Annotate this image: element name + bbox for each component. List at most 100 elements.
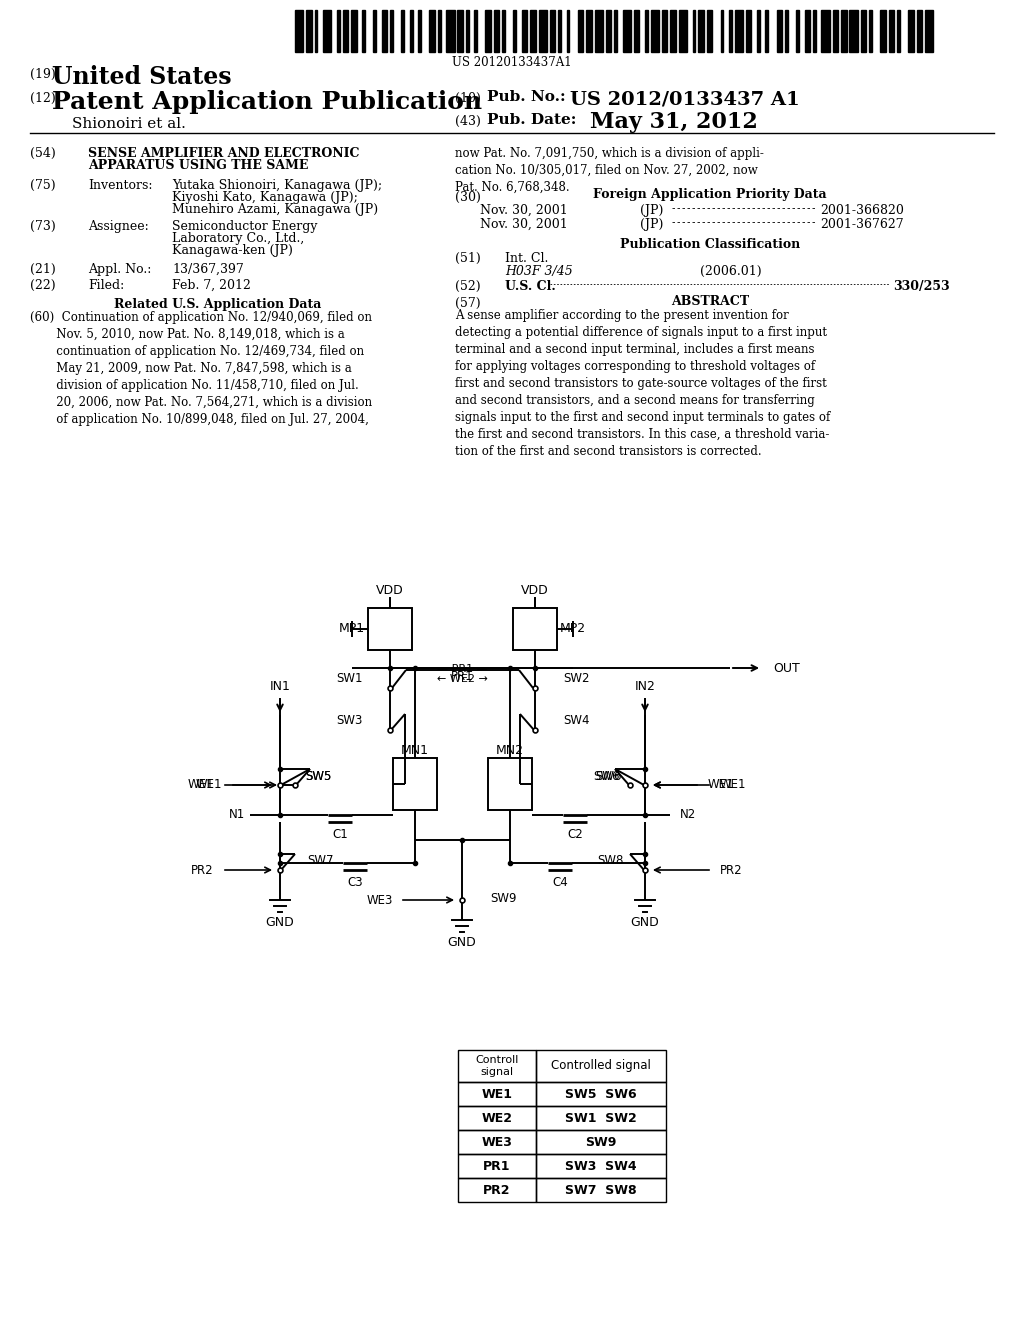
Text: 13/367,397: 13/367,397: [172, 263, 244, 276]
Text: WE1: WE1: [196, 779, 222, 792]
Bar: [566, 11, 569, 51]
Bar: [295, 11, 303, 51]
Bar: [841, 11, 847, 51]
Text: SW4: SW4: [563, 714, 590, 727]
Bar: [362, 11, 365, 51]
Bar: [805, 11, 810, 51]
Bar: [485, 11, 490, 51]
Text: WE1: WE1: [720, 779, 746, 792]
Bar: [729, 11, 732, 51]
Text: WE1: WE1: [708, 779, 734, 792]
Bar: [382, 11, 387, 51]
Bar: [536, 1106, 666, 1130]
Text: WE3: WE3: [367, 894, 393, 907]
Text: IN1: IN1: [269, 681, 291, 693]
Text: SW5: SW5: [305, 770, 331, 783]
Bar: [337, 11, 340, 51]
Bar: [536, 1177, 666, 1203]
Bar: [306, 11, 311, 51]
Text: SW6: SW6: [595, 770, 622, 783]
Text: SW8: SW8: [597, 854, 624, 867]
Bar: [670, 11, 676, 51]
Bar: [634, 11, 639, 51]
Bar: [889, 11, 894, 51]
Text: Pub. No.:: Pub. No.:: [487, 90, 565, 104]
Bar: [849, 11, 858, 51]
Text: Kanagawa-ken (JP): Kanagawa-ken (JP): [172, 244, 293, 257]
Text: C3: C3: [347, 876, 362, 890]
Text: PR2: PR2: [720, 863, 742, 876]
Text: May 31, 2012: May 31, 2012: [590, 111, 758, 133]
Bar: [488, 758, 532, 810]
Bar: [692, 11, 695, 51]
Bar: [351, 11, 356, 51]
Text: Pub. Date:: Pub. Date:: [487, 114, 577, 127]
Bar: [458, 1177, 536, 1203]
Bar: [558, 11, 561, 51]
Text: 2001-366820: 2001-366820: [820, 205, 904, 216]
Text: (10): (10): [455, 92, 481, 106]
Bar: [821, 11, 829, 51]
Bar: [539, 11, 547, 51]
Text: SW3: SW3: [337, 714, 362, 727]
Text: (52): (52): [455, 280, 480, 293]
Text: (54): (54): [30, 147, 55, 160]
Text: Laboratory Co., Ltd.,: Laboratory Co., Ltd.,: [172, 232, 304, 246]
Text: (19): (19): [30, 69, 55, 81]
Text: SW9: SW9: [586, 1135, 616, 1148]
Text: PR1: PR1: [483, 1159, 511, 1172]
Text: Foreign Application Priority Data: Foreign Application Priority Data: [593, 187, 826, 201]
Text: MP2: MP2: [560, 623, 586, 635]
Bar: [513, 609, 557, 649]
Bar: [438, 11, 440, 51]
Text: A sense amplifier according to the present invention for
detecting a potential d: A sense amplifier according to the prese…: [455, 309, 830, 458]
Text: United States: United States: [52, 65, 231, 88]
Text: US 2012/0133437 A1: US 2012/0133437 A1: [570, 90, 800, 108]
Bar: [550, 11, 555, 51]
Bar: [698, 11, 703, 51]
Bar: [785, 11, 787, 51]
Bar: [833, 11, 839, 51]
Bar: [446, 11, 455, 51]
Text: MN1: MN1: [401, 743, 429, 756]
Bar: [897, 11, 900, 51]
Text: (75): (75): [30, 180, 55, 191]
Bar: [401, 11, 404, 51]
Bar: [458, 1154, 536, 1177]
Bar: [614, 11, 617, 51]
Bar: [623, 11, 631, 51]
Text: MN2: MN2: [496, 743, 524, 756]
Text: MP1: MP1: [339, 623, 365, 635]
Text: SW2: SW2: [563, 672, 590, 685]
Text: WE1: WE1: [187, 779, 214, 792]
Bar: [343, 11, 348, 51]
Text: GND: GND: [631, 916, 659, 929]
Text: SW9: SW9: [490, 891, 516, 904]
Text: (12): (12): [30, 92, 55, 106]
Bar: [368, 609, 412, 649]
Bar: [916, 11, 923, 51]
Bar: [314, 11, 317, 51]
Text: SW6: SW6: [594, 770, 621, 783]
Text: C4: C4: [552, 876, 568, 890]
Bar: [466, 11, 469, 51]
Bar: [522, 11, 527, 51]
Bar: [908, 11, 913, 51]
Bar: [458, 1049, 536, 1082]
Text: (JP): (JP): [640, 218, 664, 231]
Bar: [860, 11, 866, 51]
Bar: [662, 11, 668, 51]
Text: N1: N1: [228, 808, 245, 821]
Text: Feb. 7, 2012: Feb. 7, 2012: [172, 279, 251, 292]
Bar: [474, 11, 477, 51]
Text: N2: N2: [680, 808, 696, 821]
Text: Controlled signal: Controlled signal: [551, 1060, 651, 1072]
Bar: [734, 11, 743, 51]
Text: Publication Classification: Publication Classification: [620, 238, 800, 251]
Text: ← WE2 →: ← WE2 →: [436, 675, 487, 684]
Bar: [502, 11, 505, 51]
Bar: [530, 11, 536, 51]
Text: Shionoiri et al.: Shionoiri et al.: [72, 117, 186, 131]
Text: C1: C1: [332, 829, 348, 842]
Text: 330/253: 330/253: [893, 280, 949, 293]
